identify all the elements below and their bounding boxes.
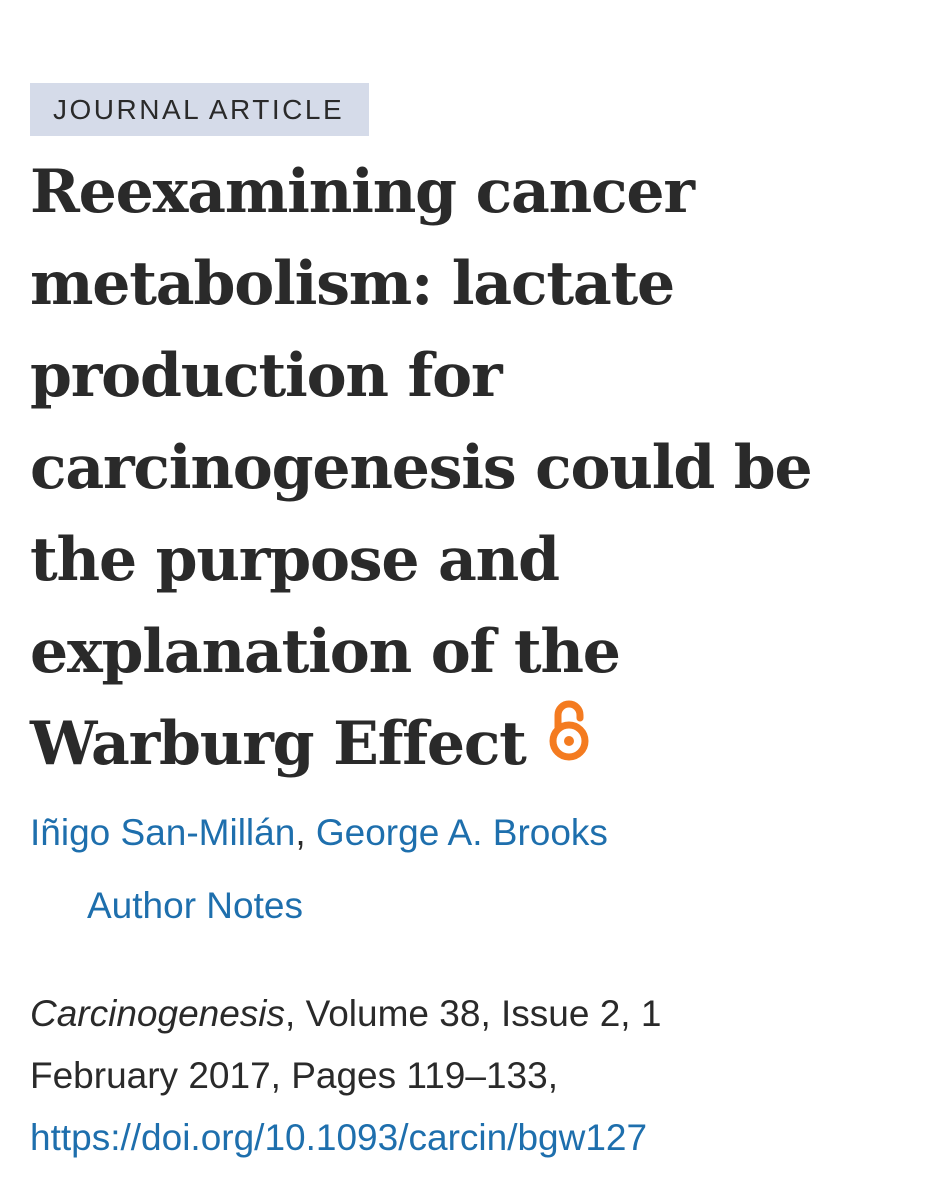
title-line: carcinogenesis could be — [30, 433, 813, 503]
title-line: the purpose and — [30, 525, 560, 595]
citation-date-pages: February 2017, Pages 119–133, — [30, 1055, 558, 1096]
journal-name: Carcinogenesis — [30, 993, 286, 1034]
open-access-lock-icon — [546, 695, 592, 787]
author-list: Iñigo San-Millán, George A. Brooks — [30, 808, 608, 858]
author-notes-link[interactable]: Author Notes — [87, 885, 303, 926]
citation-volume-issue: , Volume 38, Issue 2, 1 — [285, 993, 662, 1034]
citation-block: Carcinogenesis, Volume 38, Issue 2, 1 Fe… — [30, 983, 890, 1169]
title-line-text: Warburg Effect — [30, 709, 527, 779]
doi-line: https://doi.org/10.1093/carcin/bgw127 — [30, 1107, 890, 1169]
article-type-badge: JOURNAL ARTICLE — [30, 83, 370, 136]
article-title: Reexamining cancer metabolism: lactate p… — [30, 146, 890, 795]
author-separator: , — [295, 812, 316, 853]
title-line: production for — [30, 341, 503, 411]
doi-link[interactable]: https://doi.org/10.1093/carcin/bgw127 — [30, 1117, 648, 1158]
citation-line-1: Carcinogenesis, Volume 38, Issue 2, 1 — [30, 983, 890, 1045]
author-link-san-millan[interactable]: Iñigo San-Millán — [30, 812, 296, 853]
title-line-last: Warburg Effect — [30, 698, 890, 795]
title-line: Reexamining cancer — [30, 157, 695, 227]
title-line: metabolism: lactate — [30, 249, 675, 319]
author-notes-container: Author Notes — [87, 881, 303, 931]
author-link-brooks[interactable]: George A. Brooks — [315, 812, 608, 853]
title-line: explanation of the — [30, 617, 621, 687]
